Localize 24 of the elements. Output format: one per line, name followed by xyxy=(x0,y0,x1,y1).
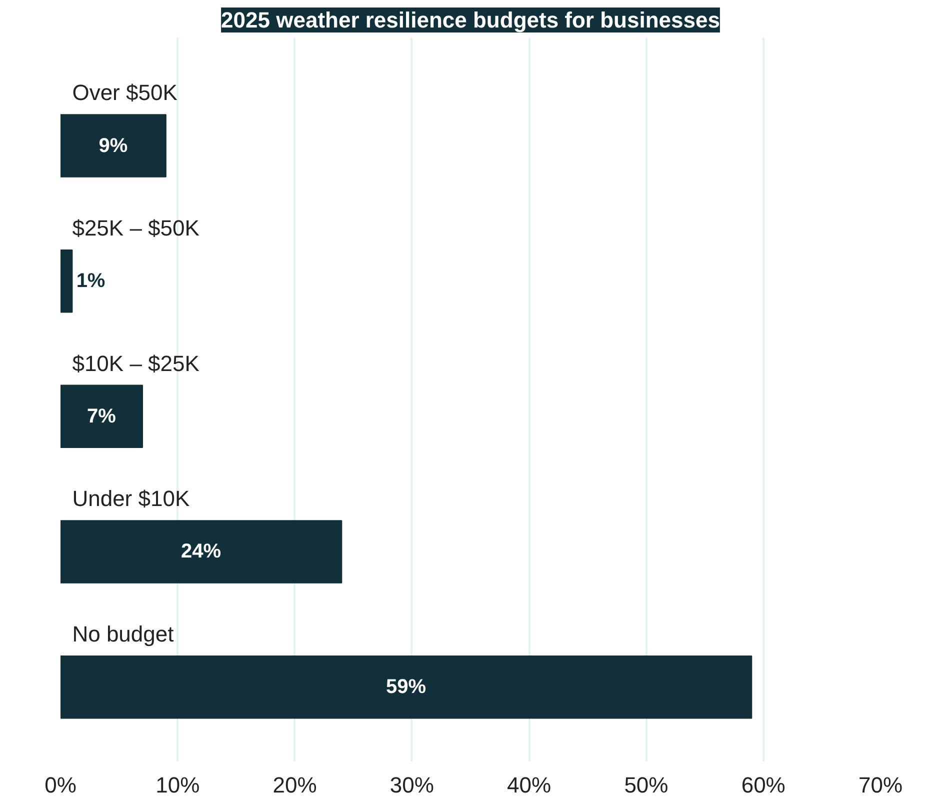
x-tick-label: 0% xyxy=(44,772,76,798)
data-label: 1% xyxy=(76,270,106,292)
bar xyxy=(60,655,752,719)
y-tick-label: Over $50K xyxy=(72,80,178,106)
data-label: 59% xyxy=(386,676,426,698)
bar xyxy=(60,384,143,448)
bar xyxy=(60,520,342,584)
x-tick-label: 30% xyxy=(390,772,434,798)
x-tick-label: 40% xyxy=(507,772,552,798)
data-label: 7% xyxy=(87,405,116,428)
y-tick-label: Under $10K xyxy=(72,486,190,512)
data-label: 24% xyxy=(181,540,222,563)
x-tick-label: 50% xyxy=(624,772,668,798)
x-tick-label: 60% xyxy=(741,772,786,798)
y-tick-label: No budget xyxy=(72,621,174,646)
chart-title: 2025 weather resilience budgets for businesses xyxy=(221,8,720,32)
bar xyxy=(60,249,73,313)
data-label: 9% xyxy=(98,134,128,157)
x-tick-label: 10% xyxy=(156,772,200,798)
y-tick-label: $10K – $25K xyxy=(72,350,200,376)
x-tick-label: 70% xyxy=(858,772,903,798)
y-tick-label: $25K – $50K xyxy=(72,215,200,240)
bar xyxy=(60,114,166,178)
x-tick-label: 20% xyxy=(272,772,317,798)
